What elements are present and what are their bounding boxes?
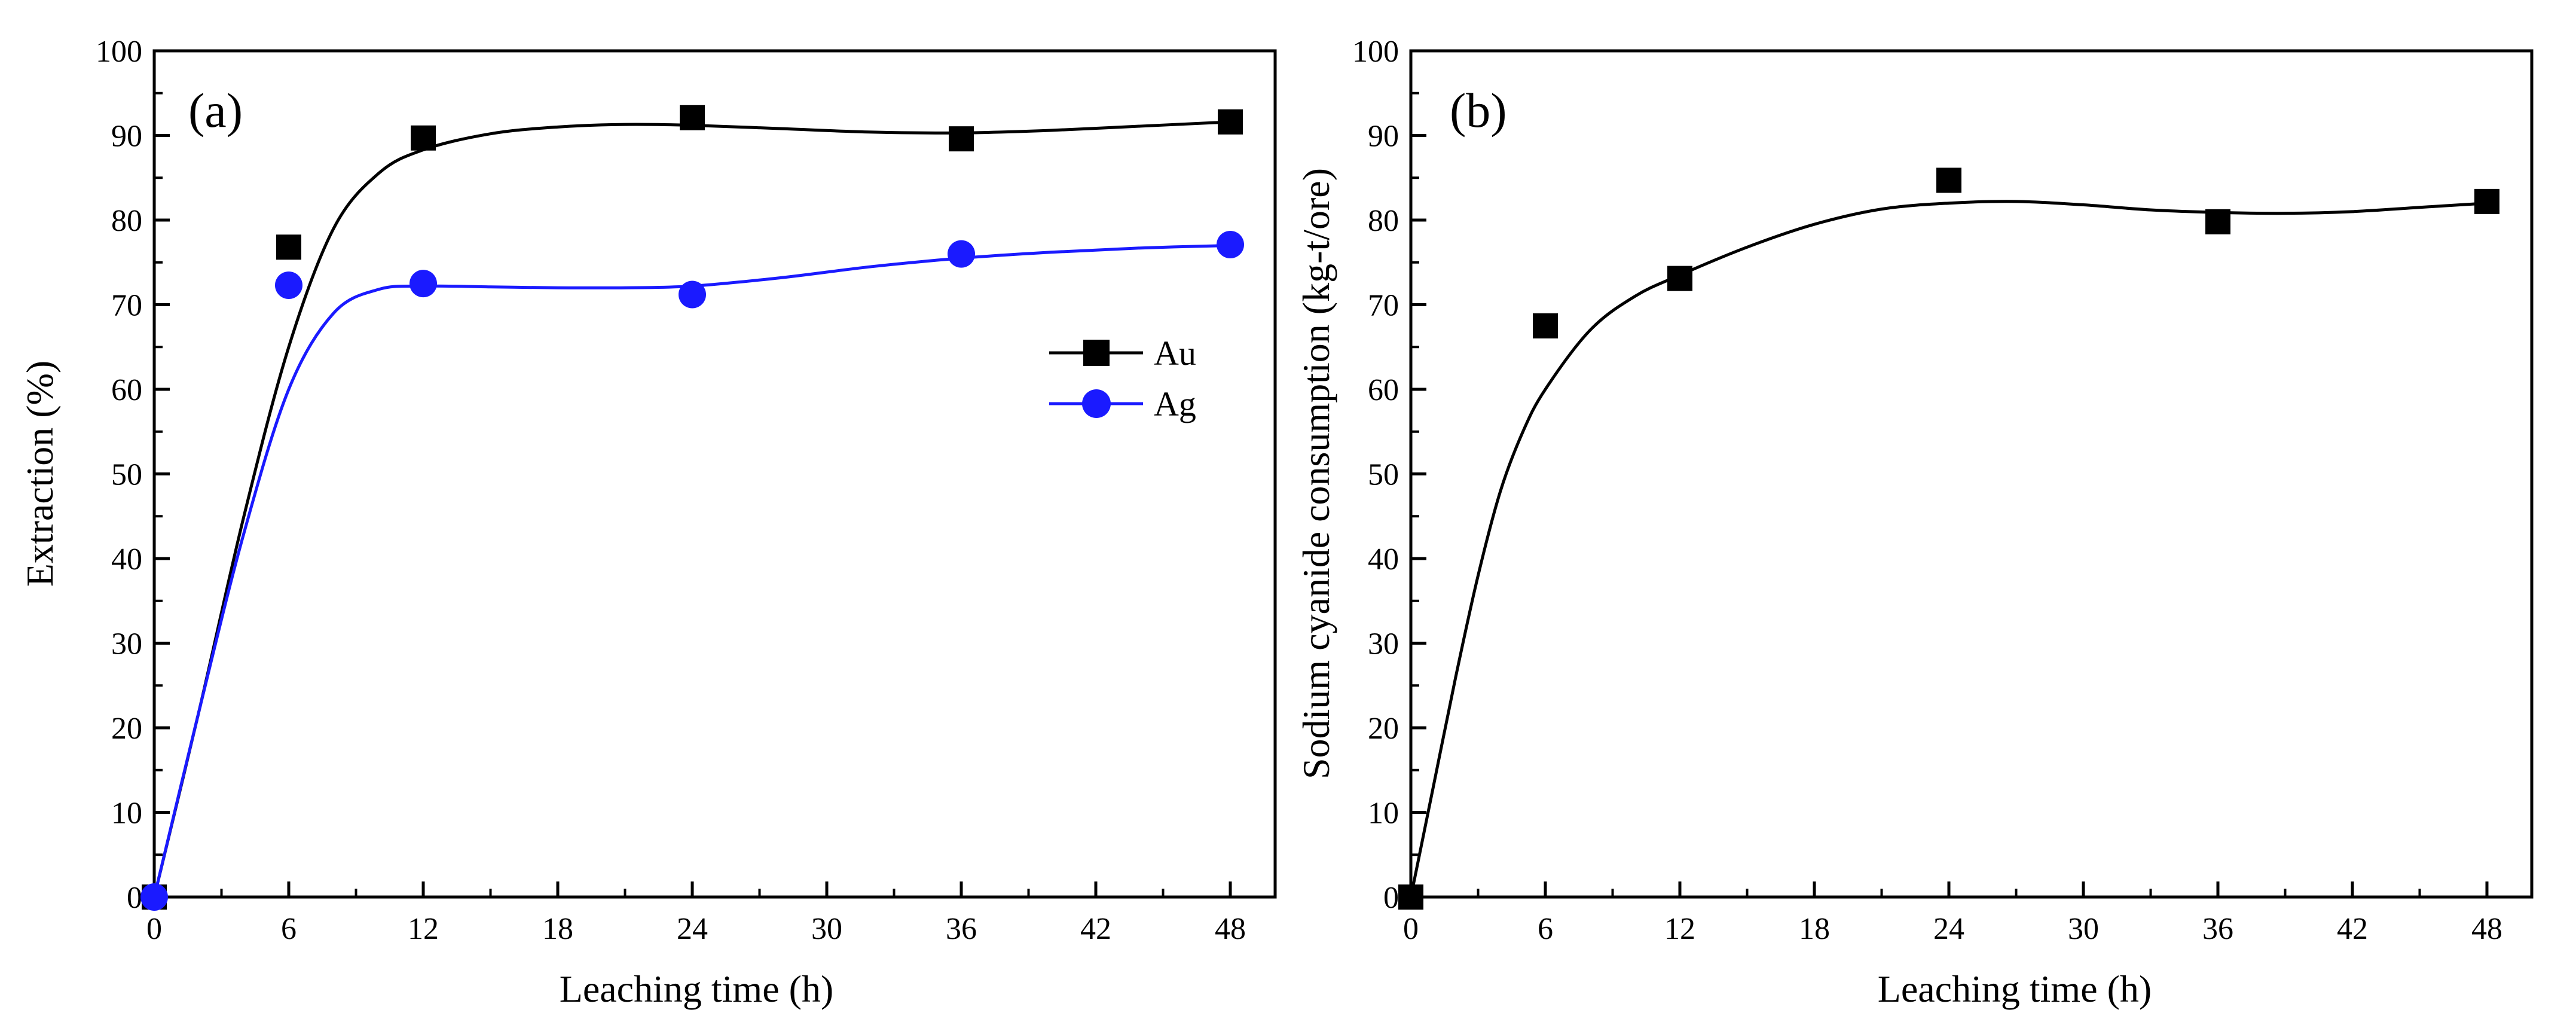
panel-a-x-tick-label: 6 (281, 912, 297, 946)
panel-a-y-tick-label: 40 (111, 542, 142, 576)
legend-ag-marker (1082, 389, 1111, 418)
panel-b-curves (1409, 200, 2488, 898)
panel-b-nacn-point (2205, 209, 2230, 234)
panel-a-au-point (276, 234, 301, 260)
panel-b-y-tick-label: 80 (1368, 204, 1399, 238)
panel-a-points (140, 105, 1244, 911)
panel-a-x-tick-label: 12 (408, 912, 439, 946)
panel-b-x-tick-label: 6 (1538, 912, 1553, 946)
panel-b-y-tick-label: 20 (1368, 712, 1399, 746)
panel-b-x-tick-label: 18 (1799, 912, 1830, 946)
panel-b-nacn-point (1667, 266, 1692, 291)
panel-a-ag-point (140, 883, 168, 911)
panel-a-ag-point (679, 280, 706, 309)
panel-b-nacn-point (1533, 313, 1558, 338)
legend-ag-label: Ag (1154, 385, 1196, 423)
panel-b-x-tick-label: 0 (1403, 912, 1419, 946)
panel-b-y-axis-title: Sodium cyanide consumption (kg-t/ore) (1295, 168, 1337, 779)
panel-b-x-tick-label: 24 (1933, 912, 1964, 946)
panel-a-y-tick-label: 90 (111, 120, 142, 154)
panel-a-y-tick-label: 100 (96, 35, 142, 69)
panel-a-x-tick-label: 42 (1080, 912, 1111, 946)
panel-a-y-tick-label: 60 (111, 373, 142, 407)
panel-b-nacn-point (1398, 884, 1423, 910)
panel-a-x-tick-label: 18 (542, 912, 573, 946)
legend-au-marker (1083, 340, 1110, 366)
panel-b-nacn-point (2474, 188, 2499, 214)
panel-a-y-axis-title: Extraction (%) (19, 361, 61, 587)
panel-a-x-tick-label: 48 (1215, 912, 1246, 946)
panel-b-x-tick-label: 36 (2202, 912, 2233, 946)
panel-b-chart: 0 6 12 18 24 30 36 42 48 0 10 20 30 40 50 60 70 80 90 100 (… (1295, 35, 2534, 1010)
panel-a-ag-fit-curve (152, 243, 1231, 898)
panel-a-y-tick-label: 50 (111, 458, 142, 492)
panel-a-y-tick-label: 80 (111, 204, 142, 238)
panel-a-x-tick-label: 0 (146, 912, 162, 946)
panel-b-x-axis-title: Leaching time (h) (1878, 968, 2152, 1010)
panel-b-nacn-point (1936, 167, 1961, 193)
panel-a-x-axis-title: Leaching time (h) (560, 968, 833, 1010)
panel-b-y-tick-label: 10 (1368, 797, 1399, 831)
panel-b-nacn-fit-curve (1409, 200, 2488, 898)
panel-a-ticks: 0 6 12 18 24 30 36 42 48 0 10 20 30 40 50 60 70 80 90 100 (96, 35, 1246, 946)
panel-a-ag-point (1217, 231, 1244, 259)
panel-a-y-tick-label: 0 (127, 881, 142, 915)
panel-a-au-point (949, 126, 974, 152)
panel-b-y-tick-label: 50 (1368, 458, 1399, 492)
panel-b-y-tick-label: 0 (1383, 881, 1399, 915)
panel-b-ticks: 0 6 12 18 24 30 36 42 48 0 10 20 30 40 50 60 70 80 90 100 (1352, 35, 2502, 946)
panel-a-y-tick-label: 20 (111, 712, 142, 746)
panel-a-chart: 0 6 12 18 24 30 36 42 48 0 10 20 30 40 50 60 70 80 90 100 (… (19, 35, 1277, 1010)
panel-a-y-tick-label: 10 (111, 797, 142, 831)
panel-a-ag-point (410, 270, 437, 298)
panel-a-x-tick-label: 30 (811, 912, 842, 946)
panel-b-points (1398, 167, 2499, 910)
panel-b-label: (b) (1450, 83, 1507, 138)
panel-b-x-tick-label: 30 (2068, 912, 2099, 946)
panel-a-x-tick-label: 24 (677, 912, 708, 946)
panel-b-x-tick-label: 48 (2471, 912, 2502, 946)
panel-a-au-point (411, 125, 436, 151)
panel-a-y-tick-label: 70 (111, 289, 142, 323)
panel-b-y-tick-label: 60 (1368, 373, 1399, 407)
panel-b-y-tick-label: 30 (1368, 627, 1399, 661)
panel-b-y-tick-label: 100 (1352, 35, 1399, 69)
legend-au-label: Au (1154, 334, 1196, 373)
panel-b-x-tick-label: 42 (2337, 912, 2368, 946)
panel-a-au-point (1218, 109, 1243, 135)
panel-a-plot-frame (152, 49, 1277, 899)
panel-a-y-tick-label: 30 (111, 627, 142, 661)
panel-a-au-fit-curve (152, 120, 1231, 898)
panel-a-legend: Au Ag (1049, 334, 1196, 423)
panel-b-x-tick-label: 12 (1664, 912, 1695, 946)
panel-a-x-tick-label: 36 (946, 912, 977, 946)
panel-a-au-point (680, 105, 705, 130)
panel-a-ag-point (948, 240, 975, 268)
panel-a-ag-point (275, 271, 302, 299)
panel-a-curves (152, 120, 1231, 898)
panel-b-y-tick-label: 40 (1368, 542, 1399, 576)
panel-b-y-tick-label: 70 (1368, 289, 1399, 323)
panel-a-label: (a) (188, 83, 243, 138)
panel-b-y-tick-label: 90 (1368, 120, 1399, 154)
panel-b-plot-frame (1409, 49, 2534, 899)
